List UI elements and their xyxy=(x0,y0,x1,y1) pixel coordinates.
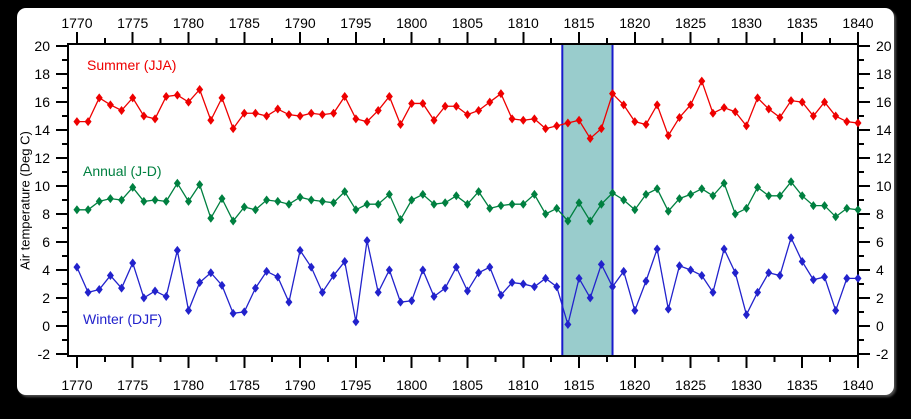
y-axis-tick-label-right: 14 xyxy=(876,122,892,138)
y-axis-tick-label-right: 12 xyxy=(876,150,892,166)
x-axis-tick-label-bottom: 1820 xyxy=(619,377,650,393)
x-axis-tick-label-top: 1780 xyxy=(173,15,204,31)
summer-series-markers xyxy=(73,76,862,143)
y-axis-tick-label-left: 10 xyxy=(34,178,50,194)
y-axis-tick-label-right: 8 xyxy=(876,206,884,222)
y-axis-tick-label-left: 16 xyxy=(34,94,50,110)
y-axis-tick-label-left: 8 xyxy=(42,206,50,222)
y-axis-title: Air temperature (Deg C) xyxy=(17,131,33,270)
x-axis-tick-label-bottom: 1810 xyxy=(508,377,539,393)
x-axis-tick-label-top: 1770 xyxy=(61,15,92,31)
y-axis-tick-label-right: 4 xyxy=(876,262,884,278)
x-axis-tick-label-top: 1840 xyxy=(842,15,873,31)
highlight-band xyxy=(561,43,614,357)
y-axis-tick-label-right: 6 xyxy=(876,234,884,250)
x-axis-tick-label-bottom: 1775 xyxy=(117,377,148,393)
series-label-winter: Winter (DJF) xyxy=(83,311,163,327)
x-axis-tick-label-top: 1835 xyxy=(787,15,818,31)
x-axis-tick-label-bottom: 1770 xyxy=(61,377,92,393)
x-axis-tick-label-top: 1810 xyxy=(508,15,539,31)
x-axis-tick-label-top: 1825 xyxy=(675,15,706,31)
y-axis-tick-label-right: 2 xyxy=(876,290,884,306)
x-axis-tick-label-bottom: 1795 xyxy=(340,377,371,393)
chart-panel: 1770 1770 1775 1775 1780 1780 1785 1785 1790 1790… xyxy=(17,8,894,395)
x-axis-tick-label-bottom: 1790 xyxy=(285,377,316,393)
x-axis-tick-label-top: 1775 xyxy=(117,15,148,31)
y-axis-tick-label-left: 20 xyxy=(34,38,50,54)
x-axis-tick-label-top: 1830 xyxy=(731,15,762,31)
y-axis-tick-label-left: 12 xyxy=(34,150,50,166)
x-axis-tick-label-bottom: 1780 xyxy=(173,377,204,393)
x-axis-tick-label-bottom: 1830 xyxy=(731,377,762,393)
x-axis-tick-label-bottom: 1815 xyxy=(563,377,594,393)
x-axis-tick-label-bottom: 1785 xyxy=(229,377,260,393)
y-axis-tick-label-left: 6 xyxy=(42,234,50,250)
y-axis-tick-label-left: 18 xyxy=(34,66,50,82)
y-axis-tick-label-right: 20 xyxy=(876,38,892,54)
chart-plot: 1770 1770 1775 1775 1780 1780 1785 1785 1790 1790… xyxy=(34,15,892,393)
x-axis-tick-label-top: 1795 xyxy=(340,15,371,31)
winter-series-markers xyxy=(73,233,862,330)
x-axis-tick-label-top: 1785 xyxy=(229,15,260,31)
x-axis-tick-label-bottom: 1800 xyxy=(396,377,427,393)
series-label-summer: Summer (JJA) xyxy=(87,57,177,73)
y-axis-tick-label-right: 16 xyxy=(876,94,892,110)
y-axis-tick-label-left: 4 xyxy=(42,262,50,278)
winter-series-line xyxy=(76,235,858,328)
y-axis-tick-label-right: 18 xyxy=(876,66,892,82)
y-axis-tick-label-left: 0 xyxy=(42,318,50,334)
y-axis-tick-label-left: -2 xyxy=(38,346,51,362)
y-axis-tick-label-right: 0 xyxy=(876,318,884,334)
y-axis-tick-label-left: 2 xyxy=(42,290,50,306)
x-axis-tick-label-top: 1805 xyxy=(452,15,483,31)
x-axis-tick-label-top: 1800 xyxy=(396,15,427,31)
x-axis-tick-label-top: 1790 xyxy=(285,15,316,31)
y-axis-tick-label-right: -2 xyxy=(876,346,889,362)
x-axis-tick-label-bottom: 1825 xyxy=(675,377,706,393)
x-axis-tick-label-top: 1815 xyxy=(563,15,594,31)
x-axis-tick-label-bottom: 1840 xyxy=(842,377,873,393)
x-axis-tick-label-bottom: 1805 xyxy=(452,377,483,393)
x-axis-tick-label-top: 1820 xyxy=(619,15,650,31)
annual-series-markers xyxy=(73,177,862,226)
x-axis-tick-label-bottom: 1835 xyxy=(787,377,818,393)
y-axis-tick-label-left: 14 xyxy=(34,122,50,138)
series-label-annual: Annual (J-D) xyxy=(83,163,162,179)
y-axis-tick-label-right: 10 xyxy=(876,178,892,194)
summer-series-line xyxy=(76,79,859,140)
